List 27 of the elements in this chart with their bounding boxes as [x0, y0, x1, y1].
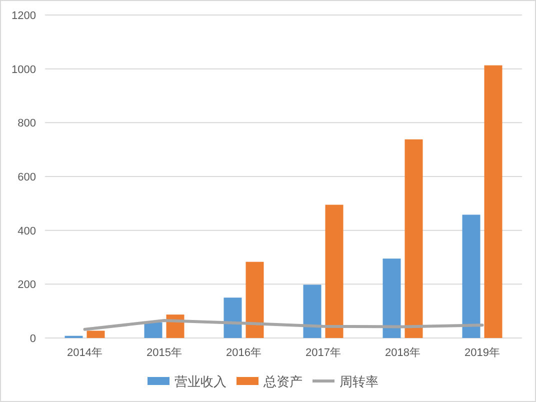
bar	[144, 322, 162, 338]
y-tick-label: 0	[30, 333, 36, 345]
line-series	[83, 319, 484, 331]
legend-label: 总资产	[262, 374, 302, 389]
x-tick-label: 2015年	[146, 347, 182, 359]
bar	[86, 330, 105, 338]
legend-label: 营业收入	[174, 374, 226, 389]
y-tick-label: 1200	[12, 10, 36, 22]
y-tick-label: 400	[18, 225, 36, 238]
bar	[404, 139, 423, 338]
bar	[484, 65, 502, 338]
legend-label: 周转率	[340, 374, 378, 389]
bar	[246, 262, 264, 338]
x-tick-label: 2016年	[226, 347, 262, 359]
y-tick-label: 600	[18, 172, 36, 184]
bar	[224, 298, 242, 338]
x-tick-label: 2019年	[464, 347, 500, 359]
x-tick-label: 2014年	[67, 347, 102, 359]
y-tick-label: 800	[18, 118, 36, 130]
bar	[303, 284, 322, 338]
x-tick-label: 2017年	[306, 347, 341, 359]
bar	[462, 214, 480, 338]
y-tick-label: 200	[18, 279, 36, 292]
bar	[382, 258, 401, 338]
bar	[325, 204, 344, 338]
y-tick-label: 1000	[12, 64, 36, 76]
x-tick-label: 2018年	[385, 347, 420, 359]
